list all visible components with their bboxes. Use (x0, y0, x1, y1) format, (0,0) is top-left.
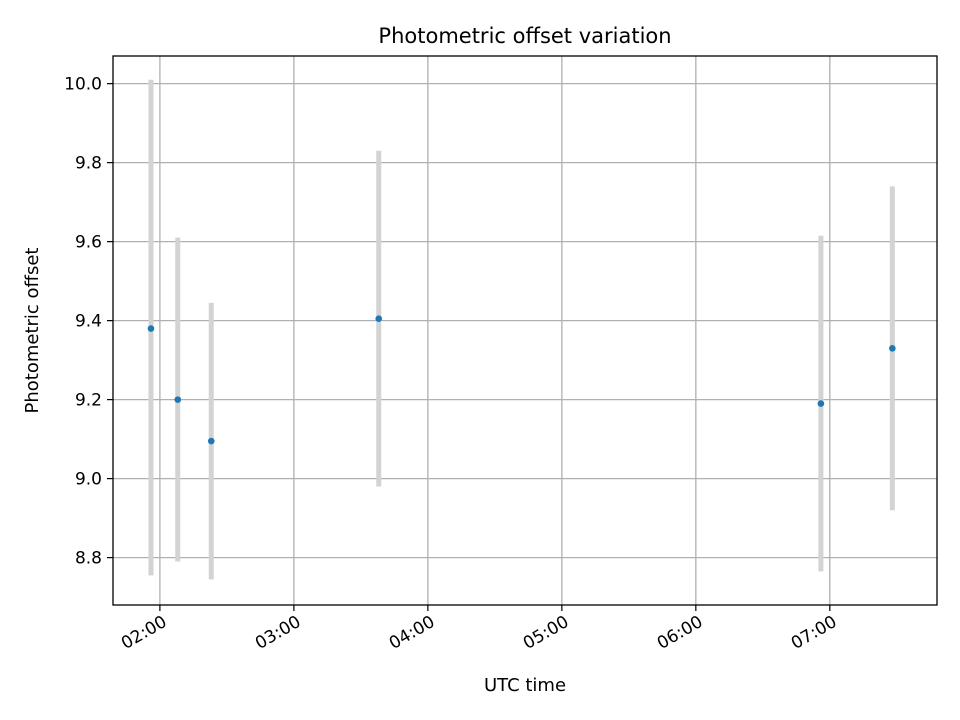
data-point (375, 315, 383, 322)
axis-ticks: 02:00 03:00 04:00 05:00 06:00 07:00 8.8 9.0 9.2 9… (64, 75, 840, 654)
y-axis-label: Photometric offset (22, 248, 43, 414)
data-point (817, 400, 825, 407)
y-tick-label: 9.0 (75, 470, 102, 490)
chart-title: Photometric offset variation (378, 24, 671, 48)
data-point (147, 325, 155, 332)
y-tick-label: 9.6 (75, 233, 102, 253)
data-point (889, 344, 896, 352)
y-tick-label: 9.8 (75, 154, 102, 174)
data-point (174, 396, 182, 403)
y-tick-label: 9.2 (75, 391, 102, 411)
y-tick-label: 10.0 (64, 75, 102, 95)
x-tick-label: 07:00 (788, 612, 840, 654)
y-tick-label: 8.8 (75, 549, 102, 569)
x-tick-label: 05:00 (520, 612, 572, 654)
data-points (147, 315, 896, 445)
error-bars (148, 79, 895, 580)
x-tick-label: 04:00 (386, 612, 438, 654)
x-axis-label: UTC time (484, 675, 566, 696)
grid (113, 56, 937, 605)
data-point (207, 437, 215, 445)
plot-area (112, 55, 938, 606)
x-tick-label: 03:00 (252, 612, 304, 654)
y-tick-label: 9.4 (75, 312, 102, 332)
x-tick-label: 06:00 (654, 612, 706, 654)
x-tick-label: 02:00 (118, 612, 170, 654)
